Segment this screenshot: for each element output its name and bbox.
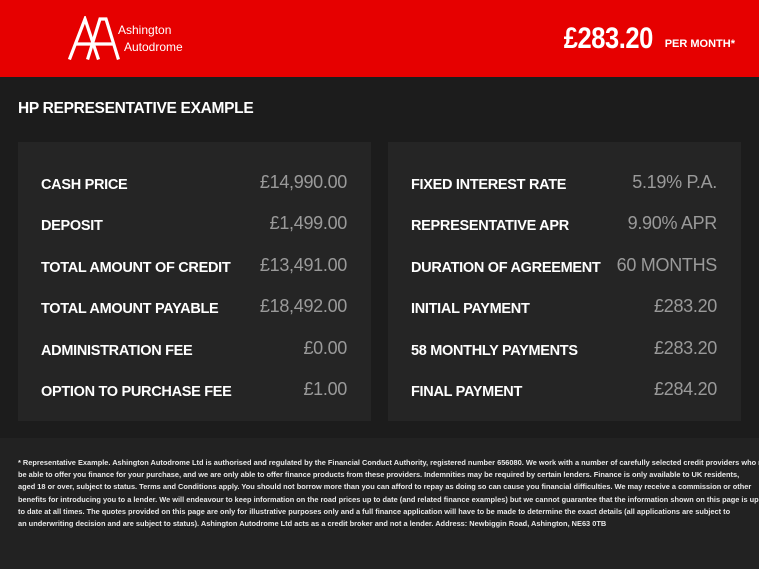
finance-row: OPTION TO PURCHASE FEE £1.00 [41,376,347,400]
finance-row: FINAL PAYMENT £284.20 [411,376,717,400]
row-value: 5.19% P.A. [632,172,717,192]
disclaimer-line: aged 18 or over, subject to status. Term… [18,482,752,492]
page-title: HP REPRESENTATIVE EXAMPLE [18,100,254,117]
disclaimer-line: to date at all times. The quotes provide… [18,506,731,516]
finance-row: REPRESENTATIVE APR 9.90% APR [411,210,717,234]
finance-row: DURATION OF AGREEMENT 60 MONTHS [411,252,717,276]
ashington-autodrome-logo-icon [68,16,120,60]
finance-panel-right: FIXED INTEREST RATE 5.19% P.A. REPRESENTA… [388,142,741,421]
header-bar: Ashington Autodrome £283.20 PER MONTH* [0,0,759,77]
row-value: £284.20 [654,379,717,399]
row-label: TOTAL AMOUNT OF CREDIT [41,260,231,276]
brand-line-1: Ashington [118,23,172,37]
row-label: DURATION OF AGREEMENT [411,260,601,276]
row-label: 58 MONTHLY PAYMENTS [411,343,578,359]
row-label: REPRESENTATIVE APR [411,218,569,234]
finance-row: DEPOSIT £1,499.00 [41,210,347,234]
row-label: CASH PRICE [41,177,128,193]
row-value: £1.00 [303,379,347,399]
row-value: £14,990.00 [259,172,347,192]
brand-line-2: Autodrome [124,40,183,54]
finance-row: TOTAL AMOUNT PAYABLE £18,492.00 [41,293,347,317]
finance-row: ADMINISTRATION FEE £0.00 [41,335,347,359]
row-label: ADMINISTRATION FEE [41,343,193,359]
row-value: £0.00 [303,338,347,358]
row-label: DEPOSIT [41,218,103,234]
disclaimer-footer: * Representative Example. Ashington Auto… [0,438,759,569]
disclaimer-line: be able to offer you finance for your pu… [18,470,740,480]
row-label: FIXED INTEREST RATE [411,177,567,193]
row-value: £283.20 [654,338,717,358]
row-label: INITIAL PAYMENT [411,301,530,317]
finance-row: FIXED INTEREST RATE 5.19% P.A. [411,169,717,193]
brand-name: Ashington Autodrome [118,22,183,56]
disclaimer-line: an underwriting decision and are subject… [18,519,607,529]
row-value: 9.90% APR [627,213,718,233]
row-label: FINAL PAYMENT [411,384,523,400]
monthly-price: £283.20 [563,22,654,55]
row-value: £18,492.00 [259,296,347,316]
finance-panel-left: CASH PRICE £14,990.00 DEPOSIT £1,499.00 TO… [18,142,371,421]
disclaimer-text: * Representative Example. Ashington Auto… [18,457,759,530]
disclaimer-line: benefits for introducing you to a lender… [18,494,759,504]
row-value: 60 MONTHS [616,255,718,275]
row-label: OPTION TO PURCHASE FEE [41,384,232,400]
row-label: TOTAL AMOUNT PAYABLE [41,301,219,317]
row-value: £283.20 [654,296,717,316]
finance-row: INITIAL PAYMENT £283.20 [411,293,717,317]
row-value: £13,491.00 [259,255,347,275]
finance-row: TOTAL AMOUNT OF CREDIT £13,491.00 [41,252,347,276]
finance-row: CASH PRICE £14,990.00 [41,169,347,193]
row-value: £1,499.00 [269,213,348,233]
finance-row: 58 MONTHLY PAYMENTS £283.20 [411,335,717,359]
per-month-label: PER MONTH* [664,38,735,50]
disclaimer-line: * Representative Example. Ashington Auto… [18,458,759,467]
